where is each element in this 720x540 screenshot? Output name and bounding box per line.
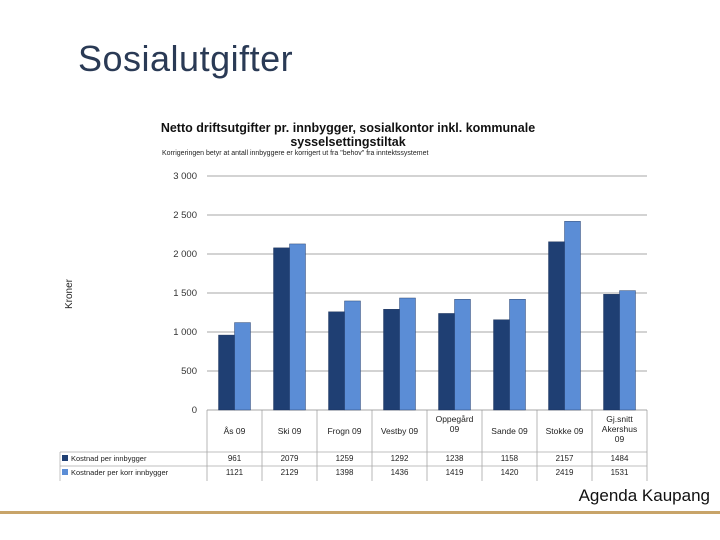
table-value: 2157 [556,454,574,463]
y-tick-label: 1 000 [173,327,197,338]
bar-2-8 [619,290,636,411]
bar-1-4 [383,309,400,411]
legend-label: Kostnad per innbygger [71,454,147,463]
table-value: 1121 [226,468,244,477]
table-value: 1238 [446,454,464,463]
bar-2-4 [399,297,416,411]
legend-label: Kostnader per korr innbygger [71,468,169,477]
category-label: Akershus [602,424,637,434]
legend-swatch [62,455,68,461]
footer-divider [0,511,720,514]
table-value: 2129 [281,468,299,477]
category-label: Oppegård [436,414,474,424]
bar-1-3 [328,311,345,411]
category-label: Ås 09 [224,426,246,436]
y-tick-label: 2 500 [173,210,197,221]
table-value: 1259 [336,454,354,463]
y-tick-label: 1 500 [173,288,197,299]
chart-subtitle: Korrigeringen betyr at antall innbyggere… [162,150,429,157]
y-tick-label: 500 [181,366,197,377]
bar-2-6 [509,299,526,411]
table-value: 1158 [501,454,519,463]
bar-1-8 [603,294,620,411]
category-label: 09 [615,434,625,444]
table-value: 1292 [391,454,409,463]
table-value: 1420 [501,468,519,477]
bar-2-3 [344,300,361,411]
table-value: 1419 [446,468,464,477]
category-label: Gj.snitt [606,414,633,424]
category-label: Ski 09 [278,426,302,436]
bar-1-6 [493,319,510,411]
footer-text: Agenda Kaupang [578,486,710,505]
table-value: 1484 [611,454,629,463]
bar-1-7 [548,241,565,411]
bar-1-5 [438,313,455,411]
category-label: Stokke 09 [546,426,584,436]
table-value: 1436 [391,468,409,477]
category-label: Sande 09 [491,426,528,436]
table-value: 2419 [556,468,574,477]
table-value: 1531 [611,468,629,477]
y-tick-label: 0 [192,405,197,416]
table-value: 961 [228,454,242,463]
bar-2-5 [454,299,471,411]
chart-title: Netto driftsutgifter pr. innbygger, sosi… [160,121,536,149]
bar-1-2 [273,247,290,411]
bar-2-1 [234,322,251,411]
table-value: 1398 [336,468,354,477]
table-value: 2079 [281,454,299,463]
bar-1-1 [218,334,235,411]
y-axis-label: Kroner [64,278,75,309]
y-tick-label: 3 000 [173,171,197,182]
category-label: 09 [450,424,460,434]
slide-title: Sosialutgifter [78,38,294,79]
legend-swatch [62,469,68,475]
category-label: Frogn 09 [327,426,361,436]
y-tick-label: 2 000 [173,249,197,260]
bar-2-7 [564,221,581,411]
bar-2-2 [289,243,306,411]
category-label: Vestby 09 [381,426,419,436]
